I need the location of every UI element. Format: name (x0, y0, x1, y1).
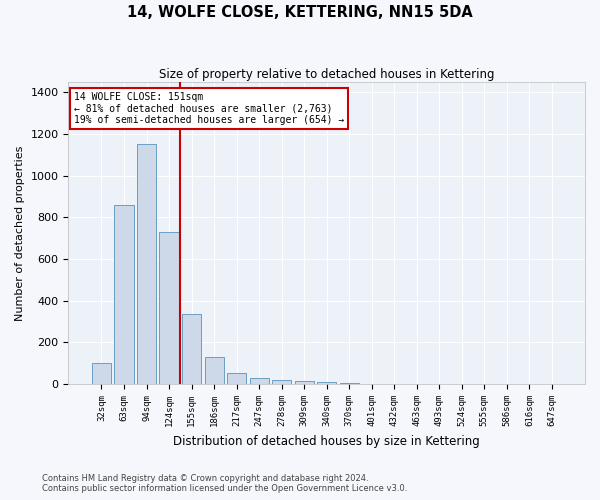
Bar (137, 144, 156, 384)
Text: Contains HM Land Registry data © Crown copyright and database right 2024.: Contains HM Land Registry data © Crown c… (42, 474, 368, 483)
Text: 14, WOLFE CLOSE, KETTERING, NN15 5DA: 14, WOLFE CLOSE, KETTERING, NN15 5DA (127, 5, 473, 20)
Bar (295, 381, 314, 384)
Bar (227, 372, 246, 384)
Y-axis label: Number of detached properties: Number of detached properties (15, 145, 25, 320)
Bar (182, 314, 201, 384)
Bar (317, 382, 336, 384)
Bar (205, 357, 224, 384)
Bar (160, 232, 179, 384)
Bar (92, 364, 111, 384)
Text: Contains public sector information licensed under the Open Government Licence v3: Contains public sector information licen… (42, 484, 407, 493)
Title: Size of property relative to detached houses in Kettering: Size of property relative to detached ho… (159, 68, 494, 80)
Bar (250, 378, 269, 384)
Bar (115, 205, 134, 384)
Text: 14 WOLFE CLOSE: 151sqm
← 81% of detached houses are smaller (2,763)
19% of semi-: 14 WOLFE CLOSE: 151sqm ← 81% of detached… (74, 92, 344, 126)
Bar (272, 380, 291, 384)
X-axis label: Distribution of detached houses by size in Kettering: Distribution of detached houses by size … (173, 434, 480, 448)
Bar (340, 383, 359, 384)
